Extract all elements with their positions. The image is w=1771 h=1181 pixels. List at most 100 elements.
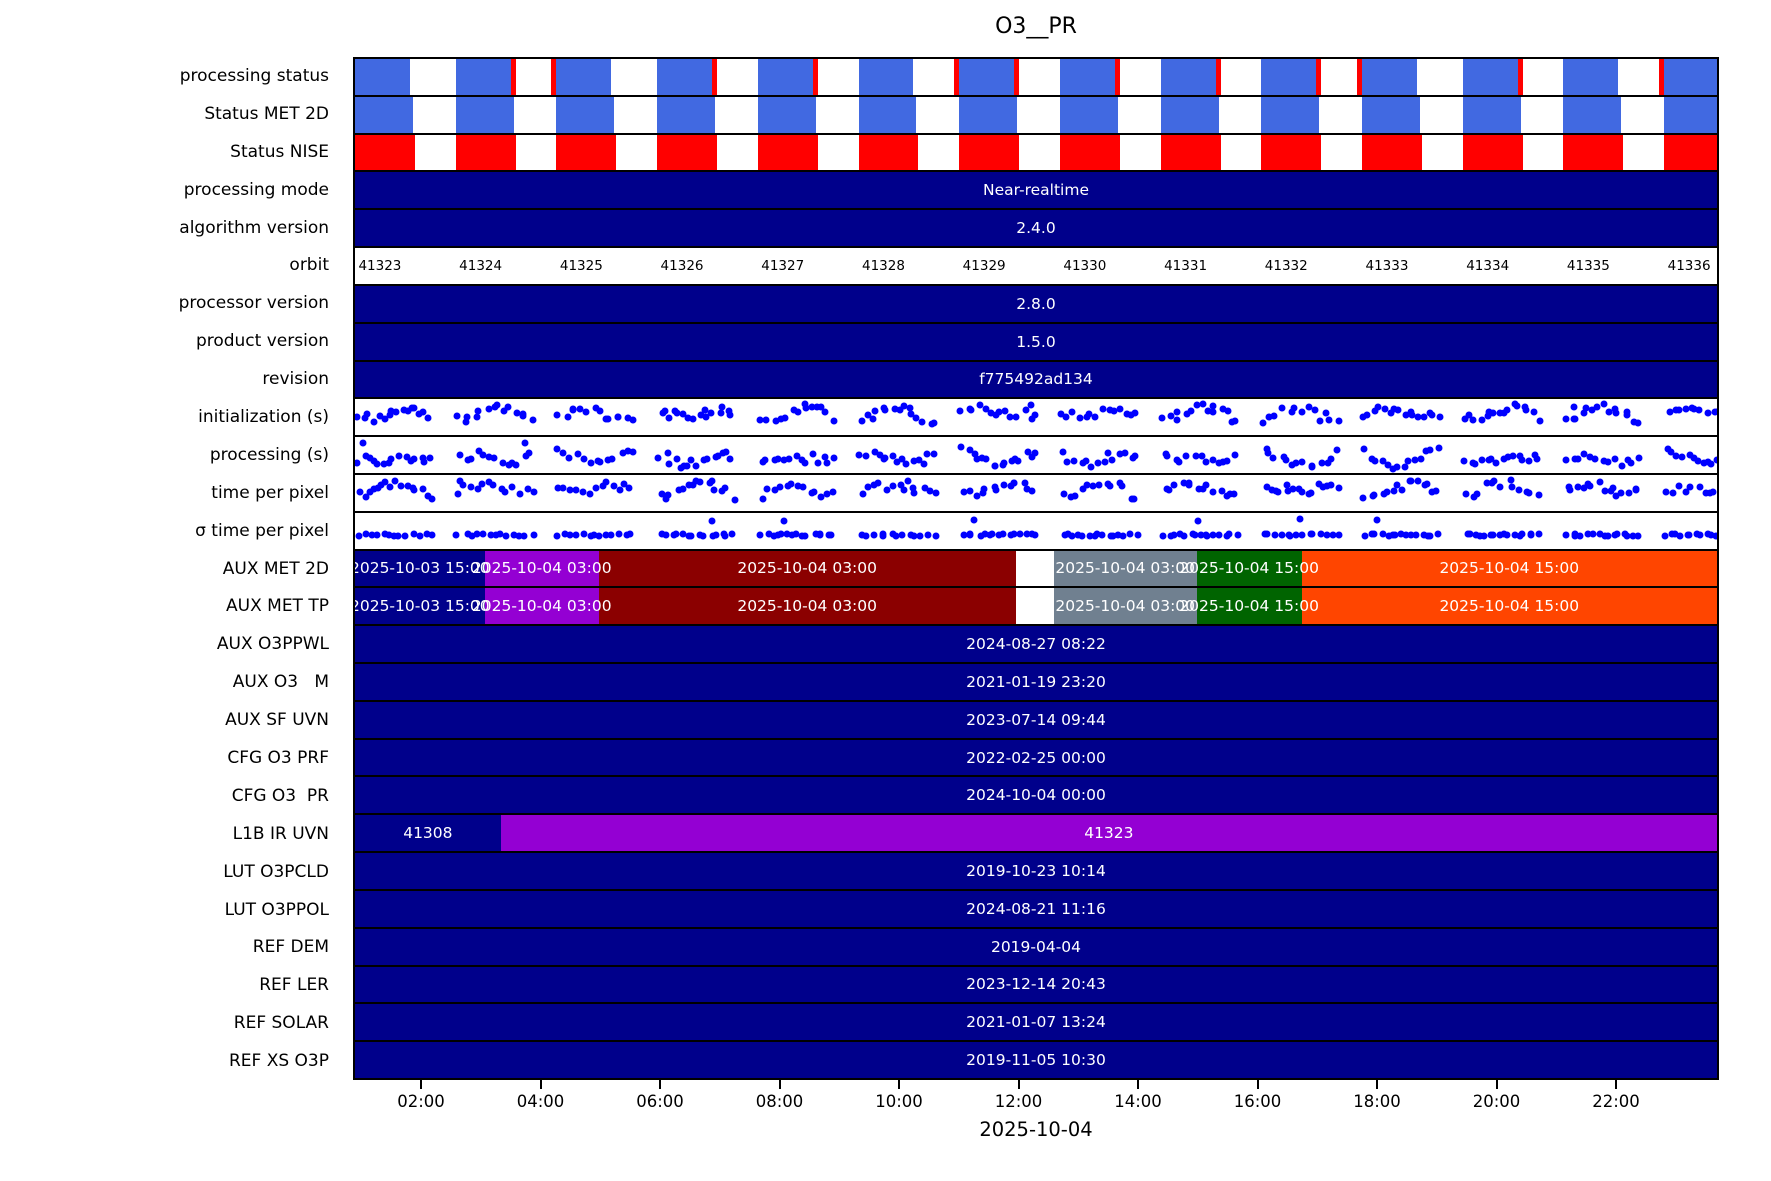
segment-value: 41308	[403, 824, 453, 843]
scatter-dot	[1509, 452, 1517, 460]
scatter-dot	[515, 532, 523, 540]
scatter-dot	[428, 495, 436, 503]
scatter-dot	[970, 516, 978, 524]
status-block	[1563, 134, 1624, 171]
timeline-row: f775492ad134	[355, 359, 1717, 398]
scatter-dot	[1675, 482, 1683, 490]
scatter-dot	[809, 450, 817, 458]
scatter-dot	[1562, 415, 1570, 423]
scatter-dot	[1333, 446, 1341, 454]
scatter-dot	[1402, 531, 1410, 539]
timeline-segment	[1301, 588, 1717, 625]
x-tick-label: 10:00	[875, 1092, 923, 1111]
timeline-row: 2023-07-14 09:44	[355, 699, 1717, 738]
orbit-number: 41334	[1466, 257, 1510, 274]
segment-value: 2025-10-04 15:00	[1439, 559, 1580, 578]
scatter-dot	[763, 485, 771, 493]
scatter-dot	[1076, 414, 1084, 422]
scatter-dot	[1472, 531, 1480, 539]
timeline-row	[355, 59, 1717, 95]
scatter-dot	[377, 481, 385, 489]
scatter-dot	[1173, 408, 1181, 416]
scatter-dot	[967, 406, 975, 414]
scatter-dot	[1057, 410, 1065, 418]
scatter-dot	[410, 530, 418, 538]
x-tick-mark	[659, 1080, 662, 1089]
status-block	[1563, 59, 1619, 95]
scatter-dot	[1361, 532, 1369, 540]
scatter-dot	[771, 456, 779, 464]
scatter-dot	[1067, 493, 1075, 501]
scatter-dot	[685, 481, 693, 489]
segment-value: 2025-10-04 03:00	[1055, 559, 1196, 578]
scatter-dot	[980, 485, 988, 493]
scatter-dot	[1484, 412, 1491, 420]
scatter-dot	[1580, 409, 1588, 417]
scatter-dot	[898, 455, 906, 463]
scatter-dot	[987, 409, 995, 417]
scatter-dot	[1417, 455, 1425, 463]
scatter-dot	[1387, 409, 1395, 417]
scatter-dot	[1686, 483, 1694, 491]
scatter-dot	[614, 413, 622, 421]
status-block	[1462, 59, 1518, 95]
scatter-dot	[553, 411, 561, 419]
timeline-row: 1.5.0	[355, 321, 1717, 360]
scatter-dot	[1209, 531, 1217, 539]
scatter-dot	[420, 458, 428, 466]
status-block	[858, 134, 919, 171]
scatter-dot	[823, 490, 831, 498]
scatter-dot	[1170, 531, 1178, 539]
segment-value: 2025-10-04 15:00	[1439, 597, 1580, 616]
scatter-dot	[1630, 418, 1638, 426]
scatter-dot	[1576, 532, 1584, 540]
scatter-dot	[368, 531, 376, 539]
scatter-dot	[1623, 411, 1631, 419]
scatter-dot	[1682, 488, 1690, 496]
scatter-dot	[1390, 405, 1398, 413]
timeline-row: 2.8.0	[355, 283, 1717, 322]
scatter-dot	[1536, 417, 1544, 425]
scatter-dot	[1298, 458, 1306, 466]
timeline-segment	[1053, 588, 1197, 625]
orbit-number: 41331	[1164, 257, 1208, 274]
scatter-dot	[424, 414, 432, 422]
scatter-dot	[1492, 459, 1500, 467]
scatter-dot	[485, 405, 493, 413]
scatter-dot	[1159, 532, 1167, 540]
bar-value: 2021-01-07 13:24	[966, 1013, 1106, 1032]
scatter-dot	[1082, 457, 1090, 465]
scatter-dot	[1175, 458, 1183, 466]
scatter-dot	[1371, 457, 1379, 465]
scatter-dot	[464, 530, 472, 538]
scatter-dot	[991, 462, 999, 470]
scatter-dot	[1596, 530, 1604, 538]
scatter-dot	[475, 447, 483, 455]
scatter-dot	[624, 414, 632, 422]
scatter-dot	[561, 530, 569, 538]
status-block	[556, 59, 612, 95]
timeline-segment	[355, 815, 501, 852]
scatter-dot	[1012, 413, 1020, 421]
scatter-dot	[1116, 405, 1124, 413]
scatter-dot	[1584, 530, 1592, 538]
scatter-dot	[1604, 458, 1612, 466]
scatter-dot	[596, 458, 604, 466]
scatter-dot	[718, 403, 726, 411]
scatter-dot	[1496, 409, 1504, 417]
scatter-dot	[1407, 477, 1415, 485]
status-block	[757, 59, 813, 95]
scatter-dot	[1170, 481, 1178, 489]
scatter-dot	[607, 531, 615, 539]
scatter-dot	[1404, 457, 1412, 465]
scatter-dot	[672, 530, 680, 538]
scatter-dot	[897, 481, 905, 489]
scatter-dot	[1694, 457, 1702, 465]
scatter-dot	[1298, 408, 1306, 416]
orbit-number: 41332	[1264, 257, 1308, 274]
scatter-dot	[596, 407, 604, 415]
scatter-dot	[728, 530, 736, 538]
scatter-dot	[1374, 403, 1382, 411]
scatter-dot	[1402, 411, 1410, 419]
scatter-dot	[1371, 407, 1379, 415]
